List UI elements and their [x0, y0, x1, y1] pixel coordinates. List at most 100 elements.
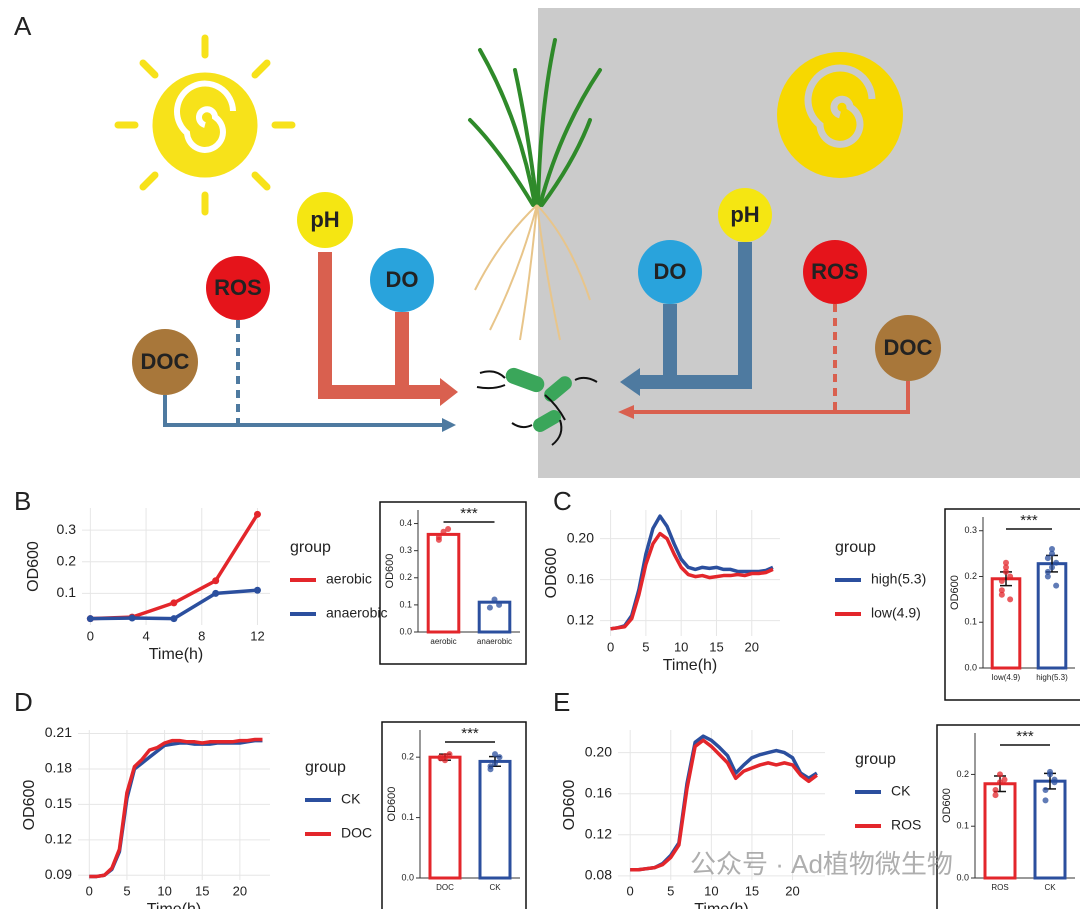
x-tick-label: anaerobic: [477, 637, 512, 646]
jitter-point: [1042, 786, 1049, 793]
panel-label: B: [14, 486, 31, 516]
legend-label: low(4.9): [871, 605, 921, 621]
y-axis-label: OD600: [386, 787, 398, 822]
y-tick-label: 0.3: [399, 545, 412, 555]
x-tick-label: 10: [704, 883, 718, 898]
jitter-point: [992, 786, 999, 793]
x-tick-label: 10: [157, 883, 171, 898]
y-tick-label: 0.0: [964, 662, 977, 672]
jitter-point: [496, 601, 503, 608]
point: [212, 577, 220, 585]
x-tick-label: high(5.3): [1036, 673, 1068, 682]
y-tick-label: 0.2: [399, 572, 412, 582]
point: [253, 586, 261, 594]
jitter-point: [491, 596, 498, 603]
jitter-point: [1053, 582, 1060, 589]
legend-label: aerobic: [326, 571, 372, 587]
node-label: ROS: [214, 275, 262, 300]
jitter-point: [492, 760, 498, 767]
jitter-point: [1053, 559, 1060, 566]
annotation: ***: [460, 505, 478, 522]
panel-frame: [381, 721, 527, 909]
y-axis-label: OD600: [561, 780, 578, 831]
x-tick-label: 12: [250, 628, 264, 643]
x-tick-label: 10: [674, 639, 688, 654]
charts: 0.1 0.2 0.3 0 4 8 12 Time(h) OD600 group aerobic an…: [21, 501, 1080, 909]
legend-label: CK: [891, 783, 911, 799]
bar: [990, 577, 1022, 670]
panel-label: C: [553, 486, 572, 516]
node-label: DOC: [141, 349, 190, 374]
jitter-point: [1044, 568, 1051, 575]
moon-swirl: [777, 52, 903, 178]
series-line: [610, 531, 774, 631]
x-axis-label: Time(h): [663, 657, 718, 674]
x-tick-label: DOC: [436, 883, 454, 892]
legend-title: group: [855, 751, 896, 768]
x-tick-label: CK: [1044, 883, 1056, 892]
jitter-point: [998, 587, 1005, 594]
panel-label: E: [553, 687, 570, 717]
legend-label: DOC: [341, 825, 372, 841]
y-tick-label: 0.18: [45, 760, 72, 776]
x-tick-label: 15: [709, 639, 723, 654]
point: [253, 510, 261, 518]
annotation: ***: [461, 725, 479, 742]
point: [212, 589, 220, 597]
x-axis-label: Time(h): [149, 646, 204, 663]
jitter-point: [1001, 776, 1008, 783]
point: [170, 599, 178, 607]
right-nodes: DO pH ROS DOC: [638, 188, 941, 381]
x-tick-label: 4: [142, 628, 149, 643]
x-tick-label: aerobic: [430, 637, 456, 646]
y-tick-label: 0.1: [964, 617, 977, 627]
jitter-point: [486, 604, 493, 611]
bacteria: [476, 367, 598, 446]
y-tick-label: 0.15: [45, 795, 72, 811]
x-tick-label: 5: [667, 883, 674, 898]
annotation: ***: [1016, 728, 1034, 745]
x-tick-label: 20: [785, 883, 799, 898]
jitter-point: [992, 792, 999, 799]
bar: [1033, 779, 1067, 880]
x-axis-label: Time(h): [147, 901, 202, 909]
jitter-point: [997, 771, 1003, 778]
jitter-point: [998, 578, 1005, 585]
y-tick-label: 0.1: [57, 584, 77, 600]
x-tick-label: 5: [642, 639, 649, 654]
left-nodes: pH ROS DO DOC: [132, 192, 434, 395]
x-tick-label: ROS: [991, 883, 1008, 892]
point: [86, 615, 94, 623]
panel-label: A: [14, 11, 32, 41]
y-tick-label: 0.2: [57, 552, 77, 568]
jitter-point: [1044, 555, 1051, 562]
y-tick-label: 0.16: [585, 784, 612, 800]
x-tick-label: 5: [123, 883, 130, 898]
x-tick-label: 15: [745, 883, 759, 898]
jitter-point: [1047, 768, 1053, 775]
jitter-point: [1042, 797, 1049, 804]
y-tick-label: 0.2: [956, 769, 969, 779]
jitter-point: [997, 779, 1003, 786]
legend-label: ROS: [891, 817, 921, 833]
y-tick-label: 0.12: [45, 831, 72, 847]
jitter-point: [442, 757, 448, 764]
y-tick-label: 0.0: [401, 872, 414, 882]
x-tick-label: 20: [233, 883, 247, 898]
bar: [477, 600, 512, 634]
jitter-point: [487, 763, 494, 770]
y-tick-label: 0.0: [399, 626, 412, 636]
x-tick-label: 15: [195, 883, 209, 898]
legend-title: group: [305, 759, 346, 776]
legend-title: group: [835, 539, 876, 556]
y-tick-label: 0.3: [964, 525, 977, 535]
y-tick-label: 0.21: [45, 724, 72, 740]
y-tick-label: 0.1: [401, 812, 414, 822]
jitter-point: [1049, 546, 1055, 553]
y-tick-label: 0.20: [567, 529, 594, 545]
jitter-point: [1044, 573, 1051, 580]
jitter-point: [435, 534, 442, 541]
node-label: DOC: [884, 335, 933, 360]
node-label: pH: [310, 207, 339, 232]
